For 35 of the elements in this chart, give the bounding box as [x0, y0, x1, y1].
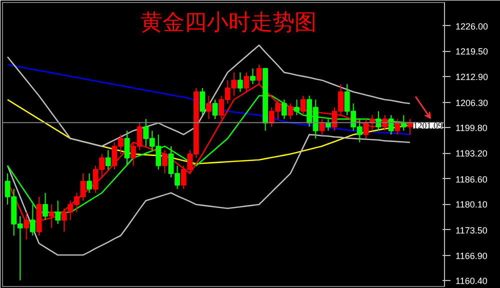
- y-tick-label: 1199.80: [456, 123, 488, 134]
- y-tick-label: 1212.90: [456, 72, 488, 82]
- candlestick: [212, 99, 218, 120]
- y-tick-label: 1160.40: [456, 276, 488, 286]
- y-tick-label: 1193.20: [456, 148, 488, 159]
- candlestick: [294, 99, 300, 116]
- y-tick-label: 1166.90: [456, 250, 488, 261]
- candlestick: [250, 68, 256, 85]
- y-tick-label: 1219.50: [456, 46, 488, 57]
- candlestick: [162, 150, 168, 174]
- candlestick: [206, 95, 212, 120]
- candlestick: [200, 87, 206, 116]
- candlestick: [325, 118, 331, 132]
- ref-line-label: 1201.09: [413, 120, 443, 131]
- candlestick: [124, 130, 130, 166]
- y-tick-label: 1226.00: [456, 21, 488, 32]
- candlestick: [105, 150, 111, 170]
- y-tick-label: 1173.50: [456, 225, 488, 236]
- y-tick-label: 1206.30: [456, 98, 488, 108]
- candlestick: [388, 114, 394, 136]
- candlestick: [394, 118, 400, 136]
- y-tick-label: 1186.60: [456, 174, 488, 184]
- chart-title: 黄金四小时走势图: [140, 10, 317, 34]
- candlestick: [319, 118, 325, 136]
- candlestick: [300, 95, 306, 116]
- candlestick: [237, 72, 243, 92]
- candlestick: [281, 99, 287, 120]
- candlestick: [86, 172, 92, 194]
- candlestick: [382, 114, 388, 132]
- candlestick: [288, 103, 294, 120]
- line-series: [6, 134, 411, 256]
- line-series: [6, 64, 411, 136]
- candlestick: [400, 114, 406, 132]
- line-series: [6, 44, 411, 147]
- y-tick-label: 1180.10: [456, 200, 488, 210]
